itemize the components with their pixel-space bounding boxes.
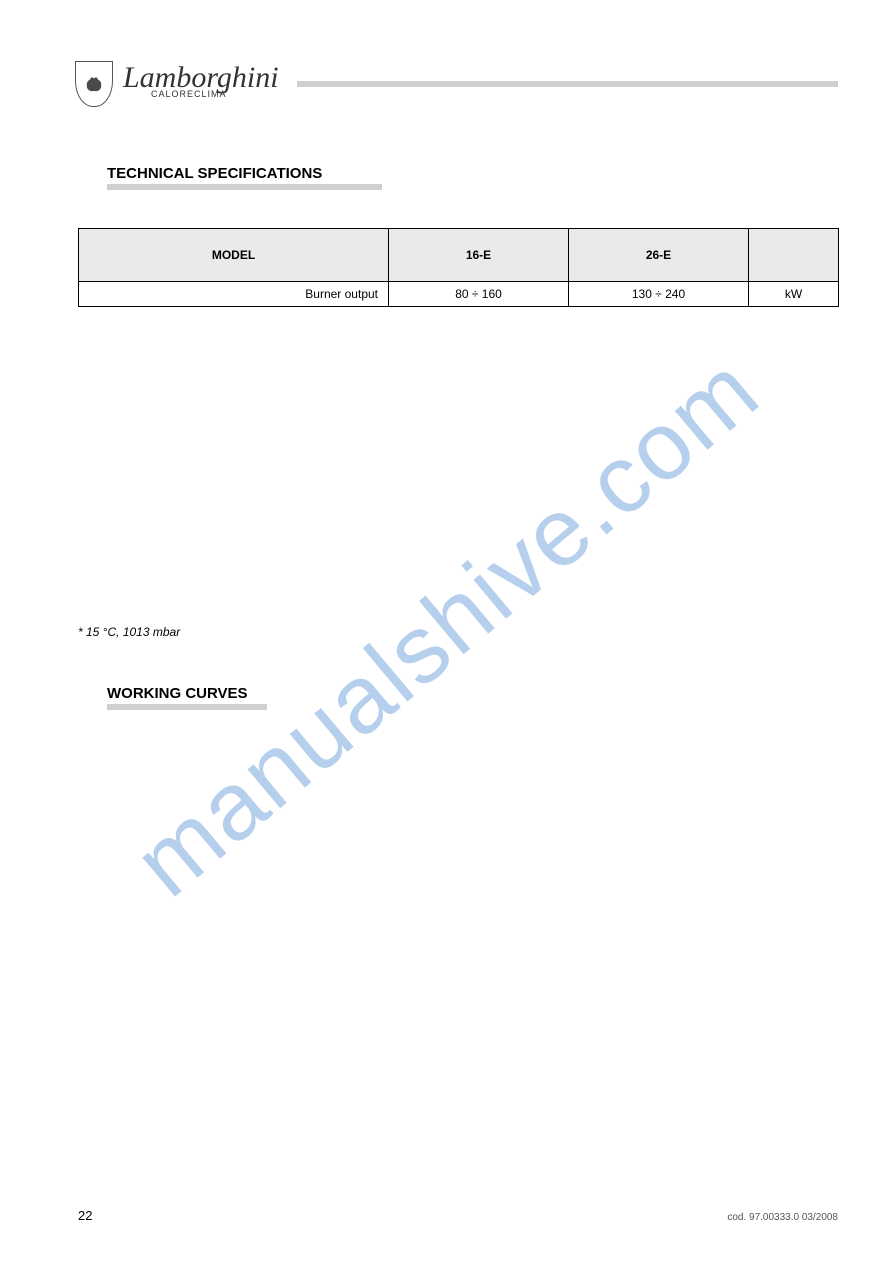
working-curves-chart [130,740,830,1020]
table-header-row: MODEL16-E26-E [79,229,839,282]
table-row: Burner output80 ÷ 160130 ÷ 240kW [79,282,839,307]
table-cell: 80 ÷ 160 [389,282,569,307]
section-bar-curves [107,704,267,710]
section-title-specs: TECHNICAL SPECIFICATIONS [107,165,322,182]
section-bar-specs [107,184,382,190]
page-number: 22 [78,1208,92,1223]
spec-table: MODEL16-E26-E Burner output80 ÷ 160130 ÷… [78,228,839,307]
chart-svg [130,740,830,1020]
brand-wordmark: Lamborghini CALORECLIMA [123,69,279,99]
table-cell: 130 ÷ 240 [569,282,749,307]
table-header-cell: 26-E [569,229,749,282]
table-header-cell: 16-E [389,229,569,282]
table-header-cell: MODEL [79,229,389,282]
section-title-curves: WORKING CURVES [107,685,248,702]
table-header-cell [749,229,839,282]
brand-shield-icon [75,61,113,107]
doc-code: cod. 97.00333.0 03/2008 [727,1212,838,1223]
bull-icon [83,73,105,95]
table-cell: Burner output [79,282,389,307]
brand-script: Lamborghini [123,69,279,87]
table-cell: kW [749,282,839,307]
table-footnote: * 15 °C, 1013 mbar [78,625,180,639]
page-header: Lamborghini CALORECLIMA [75,62,838,106]
header-rule [297,81,838,87]
